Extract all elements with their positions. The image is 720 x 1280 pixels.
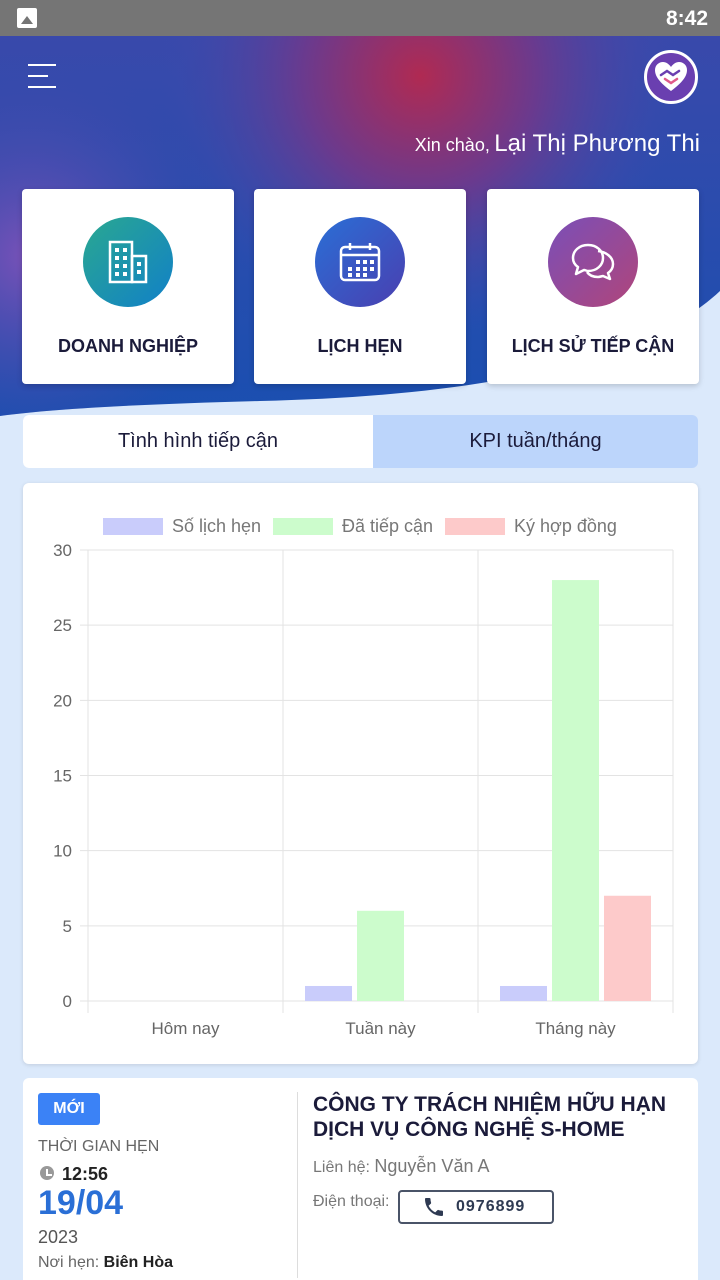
appointment-date: 19/04 bbox=[38, 1184, 124, 1222]
shortcut-label: DOANH NGHIỆP bbox=[57, 336, 198, 356]
place-label: Nơi hẹn: bbox=[38, 1254, 100, 1271]
contact: Liên hệ: Nguyễn Văn A bbox=[313, 1156, 489, 1177]
place-value: Biên Hòa bbox=[103, 1254, 173, 1271]
legend-swatch bbox=[445, 518, 505, 535]
time-label: THỜI GIAN HẸN bbox=[38, 1138, 160, 1155]
menu-button[interactable] bbox=[28, 64, 58, 92]
app-logo[interactable] bbox=[644, 50, 698, 104]
y-tick-label: 15 bbox=[53, 767, 72, 786]
appointment-year: 2023 bbox=[38, 1227, 79, 1247]
y-tick-label: 10 bbox=[53, 842, 72, 861]
bar-chart: 0 5 10 15 20 25 30 Hôm nay Tuần này Tháng này Số l… bbox=[53, 516, 674, 1038]
heart-handshake-logo bbox=[655, 62, 687, 91]
shortcut-label: LỊCH SỬ TIẾP CẬN bbox=[511, 336, 675, 356]
building-icon bbox=[83, 217, 173, 307]
y-tick-label: 25 bbox=[53, 616, 72, 635]
appointment-time: 12:56 bbox=[62, 1164, 109, 1184]
bar bbox=[500, 985, 547, 1001]
y-tick-label: 5 bbox=[63, 917, 72, 936]
shortcut-label: LỊCH HẸN bbox=[317, 336, 403, 356]
company-name: CÔNG TY TRÁCH NHIỆM HỮU HẠN DỊCH VỤ CÔNG… bbox=[313, 1093, 667, 1141]
shortcut-doanh-nghiep[interactable]: DOANH NGHIỆP bbox=[22, 189, 234, 384]
legend-swatch bbox=[273, 518, 333, 535]
status-time: 8:42 bbox=[665, 7, 708, 30]
divider bbox=[297, 1092, 298, 1278]
y-tick-label: 30 bbox=[53, 541, 72, 560]
new-badge: MỚI bbox=[38, 1093, 100, 1125]
contact-name: Nguyễn Văn A bbox=[374, 1156, 490, 1176]
legend-swatch bbox=[103, 518, 163, 535]
user-name: Lại Thị Phương Thi bbox=[494, 130, 700, 157]
x-tick-label: Tháng này bbox=[535, 1019, 616, 1038]
calendar-icon bbox=[315, 217, 405, 307]
bar bbox=[552, 580, 599, 1001]
x-tick-label: Tuần này bbox=[345, 1019, 416, 1038]
legend-label: Số lịch hẹn bbox=[172, 516, 261, 536]
status-bar: 8:42 bbox=[0, 0, 720, 36]
legend-label: Đã tiếp cận bbox=[342, 516, 433, 536]
phone-label: Điện thoại: bbox=[313, 1193, 390, 1210]
image-icon bbox=[17, 8, 37, 28]
tab-tinh-hinh-tiep-can[interactable]: Tình hình tiếp cận bbox=[23, 415, 373, 468]
legend-label: Ký hợp đồng bbox=[514, 516, 617, 536]
greeting-text: Xin chào, bbox=[414, 135, 490, 155]
bar bbox=[604, 895, 651, 1001]
phone-icon bbox=[425, 1198, 443, 1216]
y-tick-label: 20 bbox=[53, 691, 72, 710]
appointment-card[interactable]: MỚI THỜI GIAN HẸN 12:56 19/04 2023 Nơi h… bbox=[23, 1078, 698, 1280]
tab-bar: Tình hình tiếp cận KPI tuần/tháng bbox=[23, 415, 698, 468]
bar bbox=[357, 910, 404, 1001]
hamburger-icon bbox=[28, 64, 56, 66]
phone-number: 0976899 bbox=[456, 1198, 526, 1215]
bar bbox=[305, 985, 352, 1001]
chat-bubbles-icon bbox=[548, 217, 638, 307]
phone-button[interactable]: 0976899 bbox=[398, 1190, 554, 1224]
y-tick-label: 0 bbox=[63, 992, 72, 1011]
appointment-place: Nơi hẹn: Biên Hòa bbox=[38, 1254, 173, 1272]
tab-kpi[interactable]: KPI tuần/tháng bbox=[469, 430, 602, 452]
shortcut-lich-su-tiep-can[interactable]: LỊCH SỬ TIẾP CẬN bbox=[487, 189, 699, 384]
chart-card: 0 5 10 15 20 25 30 Hôm nay Tuần này Tháng này Số l… bbox=[23, 483, 698, 1064]
clock-icon bbox=[40, 1166, 54, 1180]
contact-label: Liên hệ: bbox=[313, 1159, 370, 1176]
x-tick-label: Hôm nay bbox=[151, 1019, 220, 1038]
greeting: Xin chào, Lại Thị Phương Thi bbox=[415, 130, 700, 158]
shortcut-lich-hen[interactable]: LỊCH HẸN bbox=[254, 189, 466, 384]
